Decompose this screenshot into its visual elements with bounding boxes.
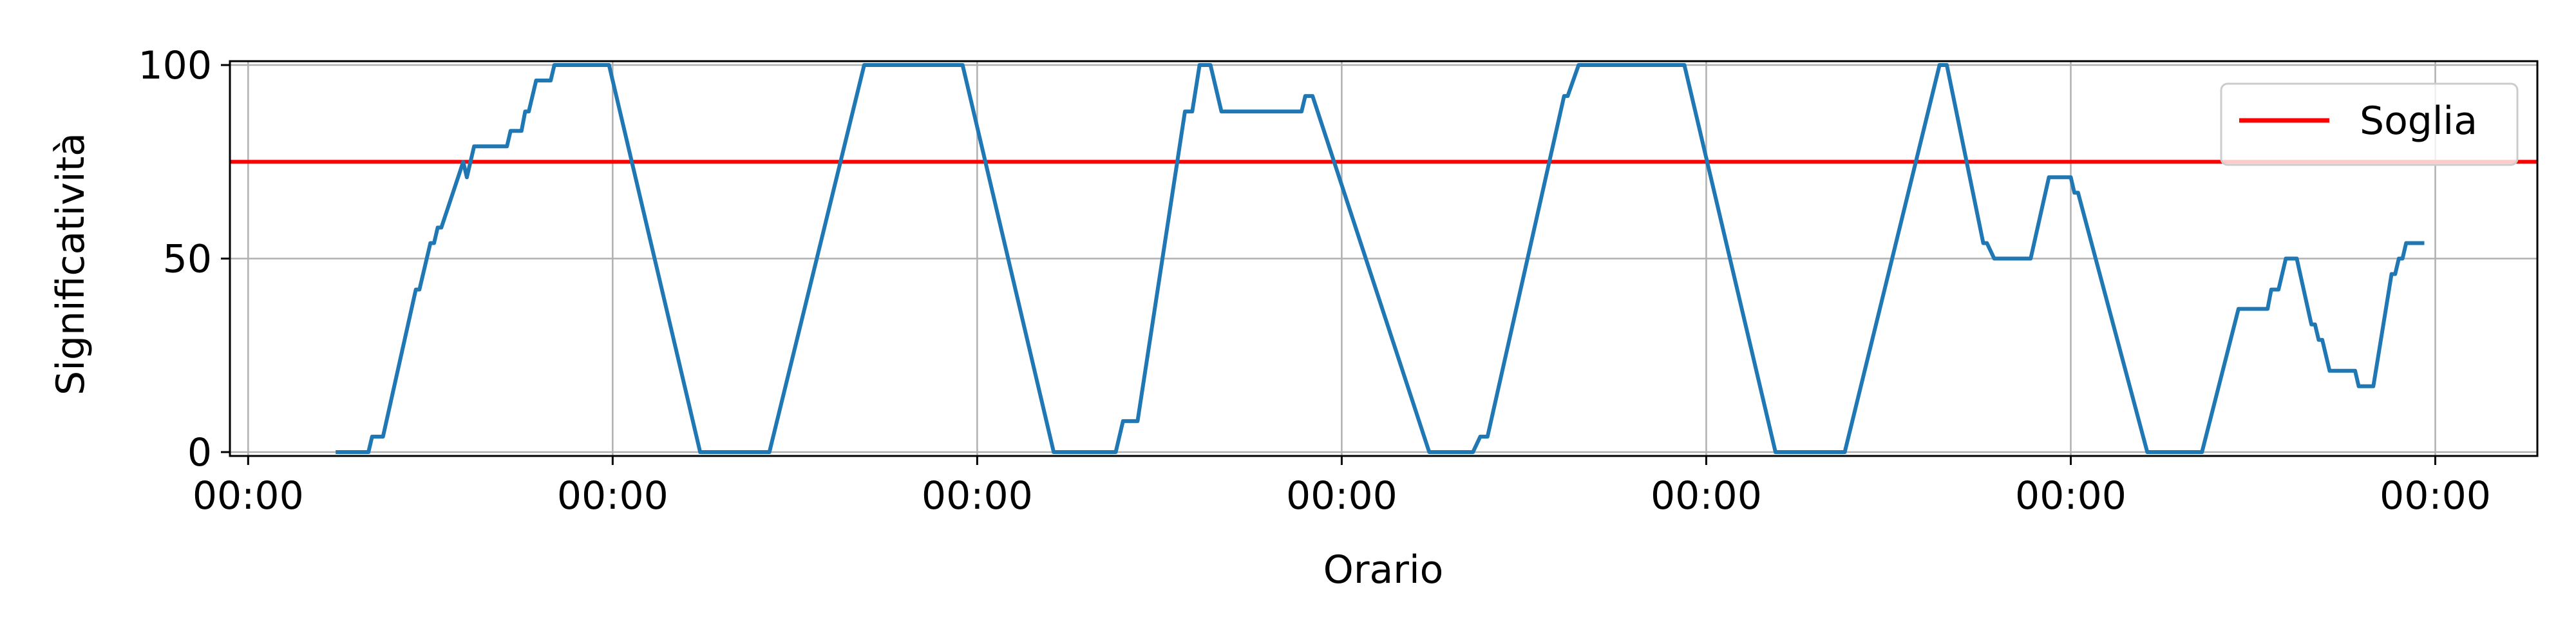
grid bbox=[230, 61, 2537, 456]
x-axis-ticks: 00:00 00:00 00:00 00:00 00:00 00:00 00:00 bbox=[193, 456, 2491, 518]
x-tick-label-5: 00:00 bbox=[2015, 473, 2126, 518]
x-axis-label: Orario bbox=[1323, 547, 1444, 592]
y-axis-label: Significatività bbox=[48, 133, 93, 395]
legend-label-soglia: Soglia bbox=[2360, 99, 2477, 144]
y-axis-ticks: 0 50 100 bbox=[138, 43, 230, 475]
legend: Soglia bbox=[2220, 82, 2519, 166]
y-tick-label-0: 0 bbox=[187, 430, 212, 475]
x-tick-label-2: 00:00 bbox=[922, 473, 1033, 518]
y-tick-label-1: 50 bbox=[163, 237, 212, 282]
x-tick-label-4: 00:00 bbox=[1651, 473, 1762, 518]
series-line-0 bbox=[336, 63, 2425, 454]
series-layer bbox=[336, 63, 2425, 454]
x-tick-label-0: 00:00 bbox=[193, 473, 304, 518]
x-tick-label-6: 00:00 bbox=[2380, 473, 2491, 518]
y-tick-label-2: 100 bbox=[138, 43, 212, 88]
x-tick-label-3: 00:00 bbox=[1286, 473, 1397, 518]
x-tick-label-1: 00:00 bbox=[557, 473, 668, 518]
legend-box bbox=[2220, 82, 2519, 166]
